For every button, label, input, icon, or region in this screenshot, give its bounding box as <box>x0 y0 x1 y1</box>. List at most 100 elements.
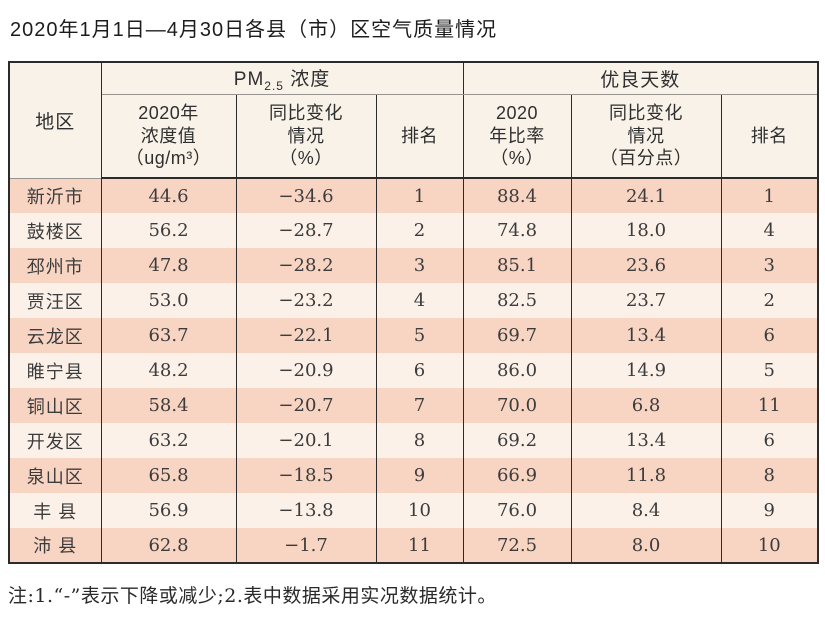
pm-value-cell: 58.4 <box>100 388 237 423</box>
column-header-pm-change: 同比变化 情况 （%） <box>235 94 377 179</box>
header-line: 年比率 <box>489 125 545 146</box>
header-group-row: 地区 PM2.5 浓度 优良天数 <box>8 62 819 179</box>
table-row: 睢宁县 48.2 −20.9 6 86.0 14.9 5 <box>8 353 819 388</box>
header-line: 情况 <box>287 125 325 146</box>
pm-rank-cell: 11 <box>375 528 464 563</box>
region-cell: 睢宁县 <box>8 353 102 388</box>
pm-change-cell: −18.5 <box>235 458 377 493</box>
good-rank-cell: 9 <box>720 493 819 528</box>
header-line: 同比变化 <box>269 103 343 123</box>
pm-change-cell: −20.7 <box>235 388 377 423</box>
pm-value-cell: 47.8 <box>100 248 237 283</box>
region-cell: 泉山区 <box>8 458 102 493</box>
pm-value-cell: 48.2 <box>100 353 237 388</box>
pm-value-cell: 65.8 <box>100 458 237 493</box>
column-header-region: 地区 <box>8 62 102 179</box>
good-change-cell: 24.1 <box>570 178 722 213</box>
table-header: 地区 PM2.5 浓度 优良天数 2020年 浓度值 （ug/m³） 同比变化 … <box>8 62 819 179</box>
good-rate-cell: 85.1 <box>462 248 572 283</box>
region-cell: 云龙区 <box>8 318 102 353</box>
table-body: 新沂市 44.6 −34.6 1 88.4 24.1 1 鼓楼区 56.2 −28.7 2 74.8 1… <box>8 178 819 563</box>
good-rank-cell: 4 <box>720 213 819 248</box>
pm-rank-cell: 7 <box>375 388 464 423</box>
pm-value-cell: 56.2 <box>100 213 237 248</box>
region-cell: 铜山区 <box>8 388 102 423</box>
region-cell: 贾汪区 <box>8 283 102 318</box>
good-rank-cell: 5 <box>720 353 819 388</box>
column-group-pm25: PM2.5 浓度 <box>100 62 464 95</box>
pm-value-cell: 62.8 <box>100 528 237 563</box>
good-rank-cell: 1 <box>720 178 819 213</box>
table-row: 新沂市 44.6 −34.6 1 88.4 24.1 1 <box>8 178 819 213</box>
pm-rank-cell: 1 <box>375 178 464 213</box>
region-cell: 开发区 <box>8 423 102 458</box>
table-row: 沛 县 62.8 −1.7 11 72.5 8.0 10 <box>8 528 819 563</box>
pm-change-cell: −1.7 <box>235 528 377 563</box>
header-line: 浓度值 <box>140 125 197 146</box>
column-header-pm-value: 2020年 浓度值 （ug/m³） <box>100 94 237 179</box>
good-rate-cell: 86.0 <box>462 353 572 388</box>
good-rate-cell: 76.0 <box>462 493 572 528</box>
table-row: 丰 县 56.9 −13.8 10 76.0 8.4 9 <box>8 493 819 528</box>
pm-rank-cell: 6 <box>375 353 464 388</box>
pm25-subscript: 2.5 <box>264 78 284 93</box>
column-header-good-change: 同比变化 情况 （百分点） <box>570 94 722 179</box>
region-cell: 沛 县 <box>8 528 102 563</box>
column-header-pm-rank: 排名 <box>375 94 464 179</box>
good-rate-cell: 74.8 <box>462 213 572 248</box>
pm-change-cell: −23.2 <box>235 283 377 318</box>
header-line: （%） <box>490 148 544 168</box>
table-row: 鼓楼区 56.2 −28.7 2 74.8 18.0 4 <box>8 213 819 248</box>
pm-rank-cell: 2 <box>375 213 464 248</box>
good-rate-cell: 82.5 <box>462 283 572 318</box>
pm-rank-cell: 9 <box>375 458 464 493</box>
pm-change-cell: −34.6 <box>235 178 377 213</box>
header-line: 同比变化 <box>609 103 684 123</box>
region-cell: 丰 县 <box>8 493 102 528</box>
good-change-cell: 13.4 <box>570 318 722 353</box>
good-change-cell: 23.6 <box>570 248 722 283</box>
region-cell: 邳州市 <box>8 248 102 283</box>
good-rank-cell: 2 <box>720 283 819 318</box>
good-change-cell: 13.4 <box>570 423 722 458</box>
good-rank-cell: 3 <box>720 248 819 283</box>
header-line: （ug/m³） <box>125 148 212 168</box>
good-rank-cell: 11 <box>720 388 819 423</box>
table-row: 贾汪区 53.0 −23.2 4 82.5 23.7 2 <box>8 283 819 318</box>
good-rank-cell: 10 <box>720 528 819 563</box>
pm-rank-cell: 5 <box>375 318 464 353</box>
region-cell: 鼓楼区 <box>8 213 102 248</box>
header-line: （%） <box>279 148 333 168</box>
pm-change-cell: −20.9 <box>235 353 377 388</box>
table-row: 开发区 63.2 −20.1 8 69.2 13.4 6 <box>8 423 819 458</box>
good-change-cell: 6.8 <box>570 388 722 423</box>
pm-change-cell: −20.1 <box>235 423 377 458</box>
good-change-cell: 18.0 <box>570 213 722 248</box>
good-change-cell: 8.0 <box>570 528 722 563</box>
pm-rank-cell: 3 <box>375 248 464 283</box>
column-header-good-rank: 排名 <box>720 94 819 179</box>
good-rank-cell: 8 <box>720 458 819 493</box>
pm25-label-rest: 浓度 <box>283 68 331 90</box>
pm-change-cell: −28.2 <box>235 248 377 283</box>
good-change-cell: 11.8 <box>570 458 722 493</box>
pm-rank-cell: 8 <box>375 423 464 458</box>
region-cell: 新沂市 <box>8 178 102 213</box>
good-change-cell: 14.9 <box>570 353 722 388</box>
column-group-good-days: 优良天数 <box>462 62 819 95</box>
pm-value-cell: 56.9 <box>100 493 237 528</box>
pm-rank-cell: 10 <box>375 493 464 528</box>
header-line: 2020年 <box>138 103 199 123</box>
pm-change-cell: −13.8 <box>235 493 377 528</box>
header-line: 2020 <box>495 103 539 123</box>
pm-value-cell: 44.6 <box>100 178 237 213</box>
good-rate-cell: 70.0 <box>462 388 572 423</box>
good-rank-cell: 6 <box>720 423 819 458</box>
good-rate-cell: 66.9 <box>462 458 572 493</box>
good-rate-cell: 69.2 <box>462 423 572 458</box>
air-quality-table: 地区 PM2.5 浓度 优良天数 2020年 浓度值 （ug/m³） 同比变化 … <box>8 61 820 564</box>
table-row: 邳州市 47.8 −28.2 3 85.1 23.6 3 <box>8 248 819 283</box>
good-rate-cell: 88.4 <box>462 178 572 213</box>
footnote: 注:1.“-”表示下降或减少;2.表中数据采用实况数据统计。 <box>8 585 497 607</box>
table-row: 云龙区 63.7 −22.1 5 69.7 13.4 6 <box>8 318 819 353</box>
